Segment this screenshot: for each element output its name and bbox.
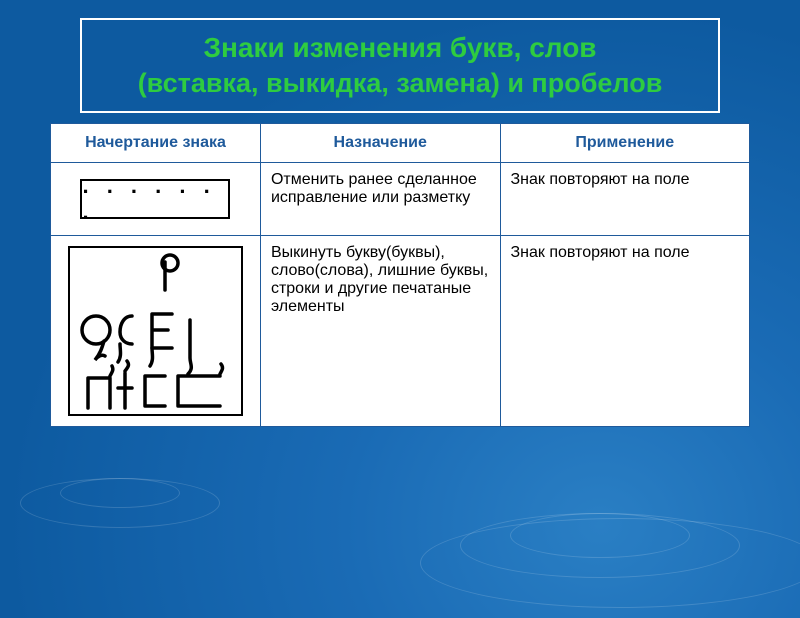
title-box: Знаки изменения букв, слов (вставка, вык…	[80, 18, 720, 113]
bg-ripple	[20, 478, 220, 528]
cell-purpose: Отменить ранее сделанное исправление или…	[260, 163, 500, 236]
cell-sign-dots: . . . . . . .	[51, 163, 261, 236]
header-col-sign: Начертание знака	[51, 124, 261, 163]
cell-sign-delete	[51, 236, 261, 427]
bg-ripple	[420, 518, 800, 608]
cell-usage: Знак повторяют на поле	[500, 163, 750, 236]
delete-signs-icon	[68, 246, 243, 416]
title-line-2: (вставка, выкидка, замена) и пробелов	[98, 66, 702, 101]
header-col-usage: Применение	[500, 124, 750, 163]
dots-sign-icon: . . . . . . .	[80, 179, 230, 219]
table-header-row: Начертание знака Назначение Применение	[51, 124, 750, 163]
table-row: . . . . . . . Отменить ранее сделанное и…	[51, 163, 750, 236]
dots-sign-wrapper: . . . . . . .	[61, 171, 250, 227]
cell-purpose: Выкинуть букву(буквы), слово(слова), лиш…	[260, 236, 500, 427]
header-col-purpose: Назначение	[260, 124, 500, 163]
table-row: Выкинуть букву(буквы), слово(слова), лиш…	[51, 236, 750, 427]
cell-usage: Знак повторяют на поле	[500, 236, 750, 427]
title-line-1: Знаки изменения букв, слов	[98, 30, 702, 66]
signs-table: Начертание знака Назначение Применение .…	[50, 123, 750, 427]
